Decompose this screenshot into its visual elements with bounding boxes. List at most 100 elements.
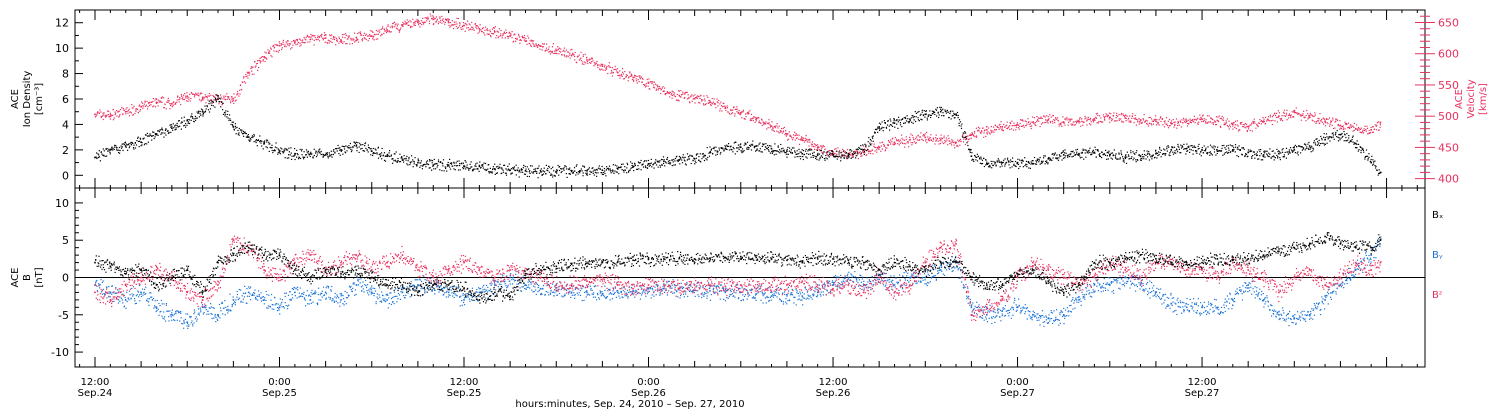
density-series-dot-1069: [670, 162, 671, 163]
density-series-dot-962: [612, 171, 613, 172]
density-series-dot-1426: [862, 144, 863, 145]
velocity-series-dot-1067: [669, 96, 670, 97]
density-series-dot-1405: [851, 150, 852, 151]
velocity-series-dot-81: [139, 106, 140, 107]
velocity-series-dot-2371: [1371, 129, 1372, 130]
density-series-dot-69: [132, 143, 133, 144]
density-series-dot-747: [497, 166, 498, 167]
velocity-series-dot-1624: [969, 138, 970, 139]
density-series-dot-1201: [741, 152, 742, 153]
left-tick-label: 10: [55, 42, 69, 55]
velocity-series-dot-128: [164, 107, 165, 108]
velocity-series-dot-1801: [1064, 119, 1065, 120]
velocity-series-dot-637: [438, 23, 439, 24]
velocity-series-dot-1986: [1164, 126, 1165, 127]
density-series-dot-1311: [800, 156, 801, 157]
velocity-series-dot-528: [379, 32, 380, 33]
velocity-series-dot-1870: [1101, 122, 1102, 123]
velocity-series-dot-286: [249, 75, 250, 76]
velocity-series-dot-1124: [699, 98, 700, 99]
velocity-series-dot-102: [150, 104, 151, 105]
velocity-series-dot-2155: [1254, 123, 1255, 124]
velocity-series-dot-964: [613, 69, 614, 70]
velocity-series-dot-1156: [717, 102, 718, 103]
velocity-series-dot-1603: [957, 146, 958, 147]
density-series-dot-877: [567, 177, 568, 178]
density-series-dot-896: [578, 173, 579, 174]
density-series-dot-1843: [1087, 152, 1088, 153]
velocity-series-dot-2075: [1212, 122, 1213, 123]
velocity-series-dot-67: [131, 104, 132, 105]
velocity-series-dot-166: [184, 93, 185, 94]
density-series-dot-2286: [1325, 144, 1326, 145]
density-series-dot-1308: [798, 149, 799, 150]
density-series-dot-1306: [798, 153, 799, 154]
density-series-dot-430: [327, 154, 328, 155]
velocity-series-dot-954: [609, 66, 610, 67]
velocity-series-dot-291: [251, 71, 252, 72]
velocity-series-dot-1775: [1050, 122, 1051, 123]
density-series-dot-2275: [1319, 145, 1320, 146]
density-series-dot-1132: [704, 160, 705, 161]
density-series-dot-2099: [1225, 152, 1226, 153]
density-series-dot-1550: [929, 110, 930, 111]
velocity-series-dot-859: [557, 46, 558, 47]
velocity-series-dot-1751: [1037, 119, 1038, 120]
density-series-dot-1121: [698, 156, 699, 157]
velocity-series-dot-662: [452, 20, 453, 21]
density-series-dot-144: [173, 123, 174, 124]
density-series-dot-33: [112, 148, 113, 149]
density-series-dot-74: [135, 143, 136, 144]
density-series-dot-946: [604, 170, 605, 171]
density-series-dot-660: [450, 163, 451, 164]
velocity-series-dot-387: [304, 37, 305, 38]
velocity-series-dot-1908: [1122, 121, 1123, 122]
density-series-dot-2280: [1322, 143, 1323, 144]
velocity-series-dot-862: [559, 48, 560, 49]
velocity-series-dot-1688: [1003, 130, 1004, 131]
density-series-dot-2119: [1235, 144, 1236, 145]
velocity-series-dot-1073: [672, 95, 673, 96]
velocity-series-dot-1851: [1091, 121, 1092, 122]
velocity-series-dot-1741: [1032, 116, 1033, 117]
velocity-series-dot-675: [458, 18, 459, 19]
right-axis-title-line: ACE: [1454, 89, 1465, 109]
velocity-series-dot-267: [239, 90, 240, 91]
velocity-series-dot-58: [127, 111, 128, 112]
density-series-dot-581: [407, 164, 408, 165]
density-series-dot-311: [263, 148, 264, 149]
density-series-dot-2310: [1338, 134, 1339, 135]
density-series-dot-911: [585, 173, 586, 174]
velocity-series-dot-1668: [993, 127, 994, 128]
density-series-dot-1413: [856, 155, 857, 156]
density-series-dot-1574: [942, 109, 943, 110]
density-series-dot-230: [219, 101, 220, 102]
velocity-series-dot-1875: [1104, 118, 1105, 119]
velocity-series-dot-206: [205, 102, 206, 103]
density-series-dot-1977: [1159, 148, 1160, 149]
velocity-series-dot-1707: [1013, 123, 1014, 124]
density-series-dot-1793: [1060, 156, 1061, 157]
velocity-series-dot-1032: [650, 81, 651, 82]
velocity-series-dot-469: [347, 39, 348, 40]
velocity-series-dot-1514: [910, 134, 911, 135]
density-series-dot-1264: [775, 150, 776, 151]
velocity-series-dot-1481: [892, 138, 893, 139]
velocity-series-dot-1214: [748, 113, 749, 114]
density-series-dot-166: [184, 125, 185, 126]
density-series-dot-634: [436, 163, 437, 164]
density-series-dot-2082: [1215, 155, 1216, 156]
density-series-dot-1026: [647, 168, 648, 169]
velocity-series-dot-1184: [732, 112, 733, 113]
velocity-series-dot-2105: [1228, 126, 1229, 127]
velocity-series-dot-1952: [1146, 120, 1147, 121]
velocity-series-dot-659: [449, 27, 450, 28]
velocity-series-dot-1905: [1121, 114, 1122, 115]
density-series-dot-2235: [1297, 151, 1298, 152]
density-series-dot-699: [471, 166, 472, 167]
velocity-series-dot-239: [223, 97, 224, 98]
density-series-dot-1130: [703, 156, 704, 157]
density-series-dot-1089: [681, 159, 682, 160]
velocity-series-dot-1204: [743, 111, 744, 112]
velocity-series-dot-2263: [1313, 116, 1314, 117]
